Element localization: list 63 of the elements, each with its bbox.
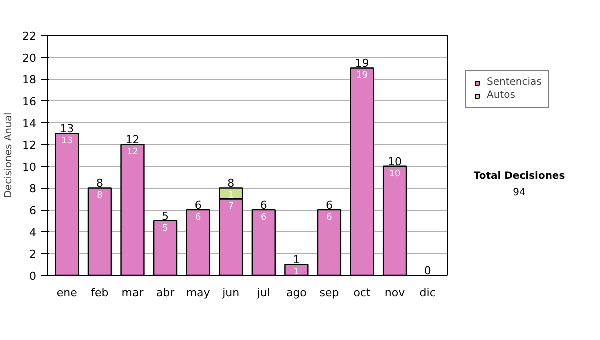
data-label: 5 (162, 224, 168, 234)
total-label: 6 (260, 199, 268, 212)
x-tick-label: ago (286, 286, 308, 300)
bar (317, 209, 342, 276)
text: 94 (513, 188, 526, 199)
y-tick-label: 12 (22, 139, 37, 152)
y-tick-label: 0 (30, 270, 36, 283)
total-label: 8 (96, 177, 104, 190)
x-tick-label: may (186, 286, 211, 300)
data-label: 7 (228, 202, 234, 212)
y-tick-label: 2 (30, 248, 36, 262)
y-axis-title: Decisiones Anual (4, 112, 15, 198)
total-label: 6 (194, 199, 202, 212)
y-tick-label: 4 (30, 226, 36, 240)
x-tick-label: feb (91, 286, 109, 300)
bar (153, 220, 178, 276)
data-label: 10 (389, 169, 402, 180)
x-tick-label: ene (56, 286, 78, 300)
x-tick-label: dic (420, 286, 436, 300)
data-label: 13 (61, 136, 73, 147)
total-label: 13 (60, 122, 74, 136)
bar (186, 209, 210, 276)
bar (350, 68, 374, 276)
data-label: 8 (97, 191, 104, 202)
x-tick-label: sep (320, 286, 340, 300)
y-tick-label: 20 (22, 52, 37, 65)
data-label: 6 (261, 213, 268, 224)
bar (252, 209, 276, 276)
x-tick-label: abr (156, 286, 176, 300)
y-tick-label: 16 (22, 95, 37, 108)
x-tick-label: mar (122, 286, 144, 300)
y-tick-label: 10 (22, 160, 37, 174)
x-tick-label: nov (384, 286, 406, 300)
x-tick-label: oct (354, 286, 372, 300)
total-label: 8 (228, 177, 235, 190)
x-tick-label: jul (256, 286, 270, 300)
total-label: 5 (162, 210, 170, 223)
data-label: 19 (356, 71, 368, 82)
total-label: 19 (355, 57, 370, 70)
legend-label: Autos (487, 90, 516, 101)
text: Total Decisiones (474, 171, 566, 182)
bar (284, 264, 309, 276)
data-label: 1 (294, 268, 300, 278)
y-tick-label: 14 (22, 117, 37, 130)
data-label: 1 (228, 191, 234, 202)
bar (55, 133, 80, 276)
data-label: 6 (326, 213, 333, 224)
y-tick-label: 6 (30, 204, 36, 218)
y-tick-label: 22 (22, 30, 37, 43)
data-label: 6 (195, 213, 202, 224)
legend-label: Sentencias (487, 77, 542, 88)
total-label: 1 (293, 254, 300, 267)
total-label: 0 (424, 264, 432, 278)
total-label: 6 (326, 199, 333, 212)
total-label: 10 (388, 155, 402, 168)
y-tick-label: 18 (22, 74, 37, 87)
bar (88, 188, 112, 276)
bar (120, 144, 145, 276)
x-tick-label: jun (222, 286, 240, 300)
bar (382, 166, 408, 276)
y-tick-label: 8 (30, 182, 36, 196)
total-label: 12 (126, 134, 140, 147)
data-label: 12 (127, 148, 138, 158)
